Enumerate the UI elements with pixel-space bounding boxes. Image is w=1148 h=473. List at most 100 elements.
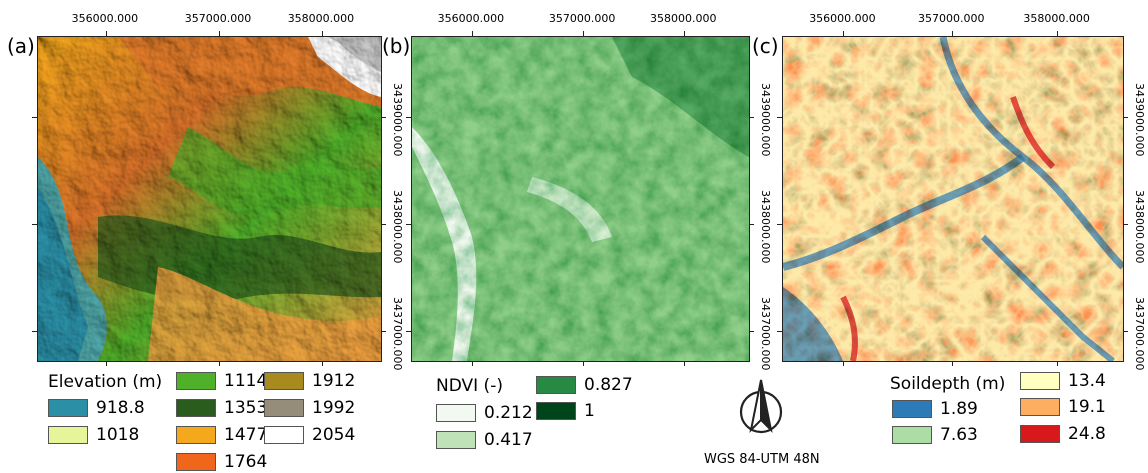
- ndvi-legend-title: NDVI (-): [436, 376, 503, 396]
- right-tick: [381, 330, 386, 332]
- easting-label: 356000.000: [437, 12, 505, 25]
- elevation-legend-item: 1477: [176, 425, 267, 445]
- bottom-tick: [471, 361, 473, 366]
- northing-label: 3437000.000: [391, 296, 404, 371]
- left-tick: [777, 117, 782, 118]
- bottom-tick: [321, 361, 323, 366]
- right-tick: [1123, 330, 1128, 332]
- left-tick: [32, 330, 37, 332]
- elevation-legend-item: 1353: [176, 398, 267, 418]
- elevation-swatch: [48, 399, 88, 417]
- elevation-swatch: [176, 426, 216, 444]
- northing-label: 3437000.000: [1133, 296, 1146, 371]
- bottom-tick: [1057, 361, 1059, 366]
- northing-label: 3439000.000: [391, 83, 404, 157]
- soildepth-swatch: [892, 426, 932, 444]
- elevation-legend-label: 1764: [224, 452, 268, 472]
- panel-label-c: (c): [752, 34, 779, 58]
- soildepth-raster: [783, 37, 1123, 361]
- bottom-tick: [105, 361, 107, 366]
- elevation-legend-item: 2054: [264, 425, 355, 445]
- elevation-legend-item: 1912: [264, 371, 355, 391]
- ndvi-legend-item: 1: [536, 401, 595, 421]
- soildepth-legend-label: 19.1: [1068, 397, 1106, 417]
- elevation-swatch: [176, 453, 216, 471]
- elevation-legend-item: 1114: [176, 371, 267, 391]
- elevation-raster: [38, 37, 381, 361]
- easting-label: 357000.000: [184, 12, 252, 25]
- soildepth-map: [782, 36, 1124, 362]
- ndvi-swatch: [536, 402, 576, 420]
- left-tick: [777, 330, 782, 332]
- right-tick: [749, 117, 754, 118]
- top-tick: [321, 31, 323, 36]
- bottom-tick: [683, 361, 685, 366]
- soildepth-legend-label: 24.8: [1068, 424, 1106, 444]
- left-tick: [777, 223, 782, 225]
- easting-label: 357000.000: [548, 12, 616, 25]
- ndvi-legend-item: 0.417: [436, 430, 533, 450]
- left-tick: [406, 223, 411, 225]
- soildepth-legend-label: 13.4: [1068, 371, 1106, 391]
- bottom-tick: [843, 361, 845, 366]
- soildepth-legend-item: 7.63: [892, 425, 978, 445]
- elevation-legend-label: 1114: [224, 371, 268, 391]
- elevation-legend-item: 918.8: [48, 398, 145, 418]
- elevation-swatch: [48, 426, 88, 444]
- easting-label: 357000.000: [918, 12, 985, 25]
- soildepth-legend-item: 1.89: [892, 399, 978, 419]
- easting-label: 358000.000: [649, 12, 717, 25]
- north-arrow-icon: [738, 378, 784, 438]
- top-tick: [1057, 31, 1059, 36]
- ndvi-raster: [412, 37, 749, 361]
- right-tick: [381, 223, 386, 225]
- right-tick: [749, 330, 754, 332]
- elevation-legend-label: 1353: [224, 398, 268, 418]
- right-tick: [1123, 223, 1128, 225]
- northing-label: 3439000.000: [759, 83, 772, 157]
- ndvi-swatch: [536, 376, 576, 394]
- panel-label-b: (b): [382, 34, 411, 58]
- top-tick: [105, 31, 107, 36]
- northing-label: 3437000.000: [759, 296, 772, 371]
- ndvi-swatch: [436, 404, 476, 422]
- ndvi-map: [411, 36, 750, 362]
- left-tick: [406, 117, 411, 118]
- easting-label: 356000.000: [71, 12, 139, 25]
- left-tick: [32, 117, 37, 118]
- elevation-legend-item: 1018: [48, 425, 139, 445]
- soildepth-swatch: [1020, 398, 1060, 416]
- ndvi-legend-label: 1: [584, 401, 595, 421]
- top-tick: [218, 31, 220, 36]
- elevation-swatch: [264, 372, 304, 390]
- right-tick: [749, 223, 754, 225]
- ndvi-legend-label: 0.212: [484, 403, 533, 423]
- soildepth-legend-item: 24.8: [1020, 424, 1106, 444]
- elevation-legend-title: Elevation (m): [48, 372, 163, 392]
- top-tick: [843, 31, 845, 36]
- elevation-swatch: [264, 399, 304, 417]
- soildepth-swatch: [1020, 372, 1060, 390]
- soildepth-legend-item: 13.4: [1020, 371, 1106, 391]
- left-tick: [32, 223, 37, 225]
- elevation-swatch: [176, 372, 216, 390]
- soildepth-legend-label: 7.63: [940, 425, 978, 445]
- elevation-map: [37, 36, 382, 362]
- ndvi-legend-label: 0.417: [484, 430, 533, 450]
- soildepth-legend-item: 19.1: [1020, 397, 1106, 417]
- top-tick: [952, 31, 953, 36]
- ndvi-legend-item: 0.212: [436, 403, 533, 423]
- soildepth-swatch: [892, 400, 932, 418]
- elevation-legend-label: 1477: [224, 425, 268, 445]
- ndvi-legend-item: 0.827: [536, 375, 633, 395]
- northing-label: 3438000.000: [1133, 189, 1146, 264]
- elevation-swatch: [176, 399, 216, 417]
- soildepth-swatch: [1020, 425, 1060, 443]
- elevation-legend-label: 2054: [312, 425, 356, 445]
- elevation-legend-item: 1764: [176, 452, 267, 472]
- ndvi-legend-label: 0.827: [584, 375, 633, 395]
- top-tick: [471, 31, 473, 36]
- ndvi-swatch: [436, 431, 476, 449]
- panel-label-a: (a): [7, 34, 35, 58]
- soildepth-legend-title: Soildepth (m): [890, 374, 1006, 394]
